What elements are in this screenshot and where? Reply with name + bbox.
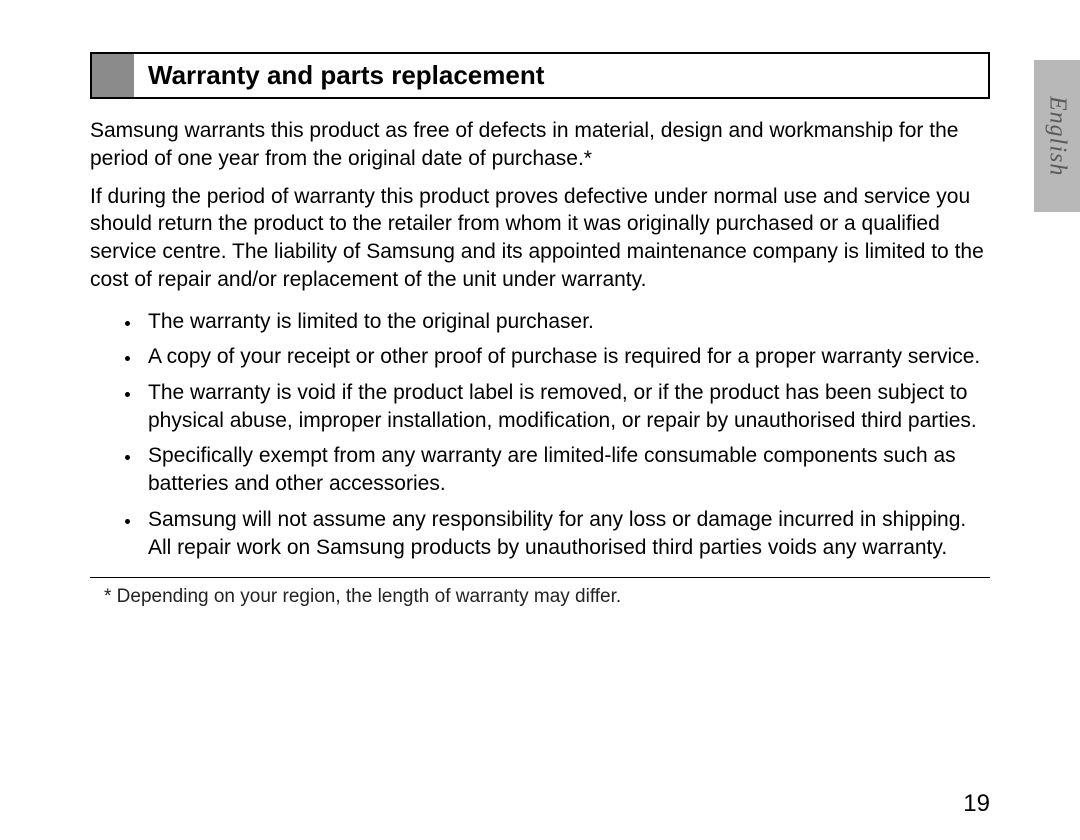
- list-item: The warranty is void if the product labe…: [142, 379, 990, 434]
- paragraph: Samsung warrants this product as free of…: [90, 117, 990, 172]
- language-tab: English: [1034, 60, 1080, 212]
- list-item: Samsung will not assume any responsibili…: [142, 506, 990, 561]
- paragraph: If during the period of warranty this pr…: [90, 183, 990, 294]
- page-number: 19: [963, 790, 990, 818]
- section-heading: Warranty and parts replacement: [134, 54, 556, 97]
- manual-page: English Warranty and parts replacement S…: [0, 0, 1080, 840]
- list-item: The warranty is limited to the original …: [142, 308, 990, 336]
- section-heading-box: Warranty and parts replacement: [90, 52, 990, 99]
- list-item: Specifically exempt from any warranty ar…: [142, 442, 990, 497]
- language-tab-label: English: [1044, 96, 1071, 176]
- intro-paragraphs: Samsung warrants this product as free of…: [90, 117, 990, 293]
- list-item: A copy of your receipt or other proof of…: [142, 343, 990, 371]
- warranty-bullet-list: The warranty is limited to the original …: [90, 308, 990, 562]
- heading-accent-block: [92, 54, 134, 97]
- footnote-text: * Depending on your region, the length o…: [90, 586, 990, 608]
- footnote-divider: [90, 577, 990, 578]
